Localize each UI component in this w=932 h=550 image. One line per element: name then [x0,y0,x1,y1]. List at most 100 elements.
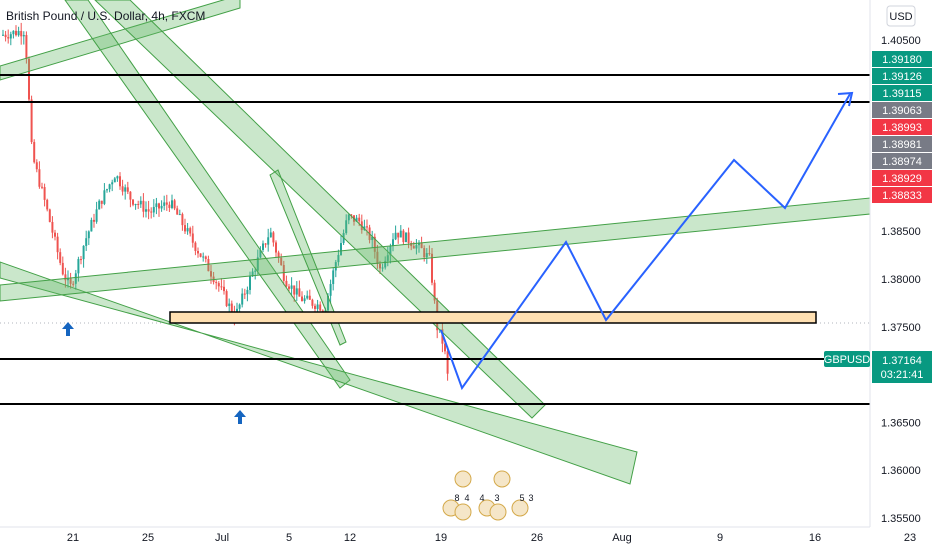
price-tag-label: 1.38833 [882,190,922,202]
candle-body [28,58,30,100]
trend-channel[interactable] [269,169,347,346]
candle-body [4,34,7,38]
candle-body [82,245,85,260]
candle-body [384,260,387,268]
candle-body [285,280,288,287]
price-tag-label: 1.39126 [882,71,922,83]
price-tags: 1.39180 1.39126 1.39115 1.39063 1.38993 1.389… [872,51,932,203]
candle-body [269,232,272,238]
time-tick-label: 5 [286,532,292,544]
candle-body [386,255,389,261]
trend-channel[interactable] [0,0,241,81]
candle-body [178,214,181,216]
candle-body [345,220,348,234]
time-tick-label: Jul [215,532,229,544]
candle-body [139,200,142,205]
candle-body [119,176,121,187]
event-flag-icon[interactable] [511,499,529,517]
trend-channel[interactable] [0,261,638,485]
candle-body [306,295,309,299]
currency-label: USD [889,11,912,23]
candle-body [420,242,423,249]
projection-group[interactable] [440,91,854,391]
candle-body [142,200,145,212]
event-count: 3 [494,493,499,503]
time-tick-label: 12 [344,532,356,544]
trend-channel[interactable] [64,0,351,389]
price-axis[interactable]: 1.40500 1.38500 1.38000 1.37500 1.36500 1.360… [881,35,921,525]
time-tick-label: 21 [67,532,79,544]
candle-body [425,253,428,258]
candle-body [332,270,335,285]
candle-body [321,310,324,312]
candle-body [108,184,111,190]
time-tick-label: 25 [142,532,154,544]
price-tag-label: 1.38974 [882,156,922,168]
demand-zone[interactable] [169,311,817,324]
demand-zone-group[interactable] [169,311,817,324]
candle-body [355,217,358,222]
event-flag-icon[interactable] [489,503,507,521]
candle-body [184,225,186,232]
candle-body [25,35,28,59]
candle-body [303,298,306,302]
candle-body [56,236,59,253]
candle-body [290,285,293,289]
candle-body [64,274,67,281]
candle-body [204,256,207,260]
candle-body [67,278,69,281]
candle-body [90,219,93,232]
time-axis-background [0,527,932,550]
price-tag [872,119,932,135]
candle-body [418,242,420,246]
up-arrow-icon [62,322,74,336]
price-tag-label: 1.38929 [882,173,922,185]
time-axis[interactable]: 21 25 Jul 5 12 19 26 Aug 9 16 23 [67,532,916,544]
candle-body [43,187,46,200]
price-tag [872,102,932,118]
candle-body [189,228,192,234]
candle-body [298,288,301,297]
event-flag-icon[interactable] [454,503,472,521]
candle-body [74,273,77,284]
candle-body [379,263,381,269]
candle-body [412,246,415,249]
candle-body [197,250,199,254]
projection-path[interactable] [440,93,851,391]
candle-body [366,226,368,228]
candle-body [376,251,379,264]
candle-body [181,214,184,226]
candle-body [399,230,402,238]
horizontal-levels[interactable] [0,74,870,405]
candle-body [358,217,361,222]
candle-body [254,270,257,272]
candle-body [267,237,270,245]
candle-body [93,219,95,222]
price-tick-label: 1.36500 [881,417,921,429]
price-tag [872,187,932,203]
price-tick-label: 1.38500 [881,226,921,238]
candle-body [295,288,298,295]
price-tag [872,170,932,186]
candle-body [249,276,251,290]
candle-body [150,211,153,213]
price-tag-label: 1.39180 [882,54,922,66]
candle-body [15,30,17,36]
candle-body [12,30,15,35]
price-tick-label: 1.37500 [881,322,921,334]
candle-body [72,283,75,285]
currency-button[interactable] [886,5,916,27]
candle-body [337,254,340,263]
candle-body [121,186,124,192]
event-flag-icon[interactable] [493,470,511,488]
event-flag-icon[interactable] [454,470,472,488]
channel-drawings[interactable] [0,0,871,485]
price-tick-label: 1.40500 [881,35,921,47]
candle-body [428,253,431,255]
chart-title: British Pound / U.S. Dollar, 4h, FXCM [6,9,205,23]
candle-body [350,214,353,216]
candle-body [38,169,41,187]
candle-body [163,202,166,206]
candle-body [405,232,407,243]
